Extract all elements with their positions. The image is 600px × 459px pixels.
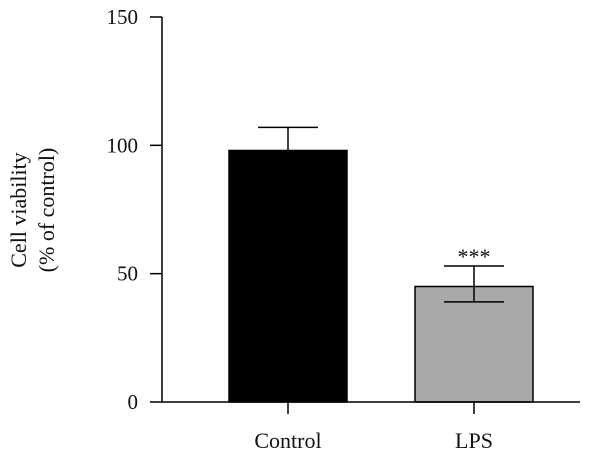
error-bars <box>258 126 504 303</box>
bar-control <box>228 149 348 403</box>
x-tick-label-control: Control <box>254 428 321 453</box>
x-tick-label-lps: LPS <box>455 428 493 453</box>
significance-marker-lps: *** <box>458 244 491 269</box>
y-axis-title: Cell viability (% of control) <box>6 148 59 273</box>
y-tick-label-3: 150 <box>107 5 139 29</box>
bars <box>228 149 534 403</box>
y-axis-title-line2: (% of control) <box>34 148 59 273</box>
y-tick-label-1: 50 <box>117 262 138 286</box>
bar-lps <box>414 285 534 403</box>
y-tick-label-2: 100 <box>107 133 139 157</box>
y-tick-label-0: 0 <box>128 390 139 414</box>
y-axis-title-line1: Cell viability <box>6 152 31 268</box>
axes <box>150 16 580 414</box>
axis-labels: 0 50 100 150 Control LPS *** <box>107 5 493 453</box>
